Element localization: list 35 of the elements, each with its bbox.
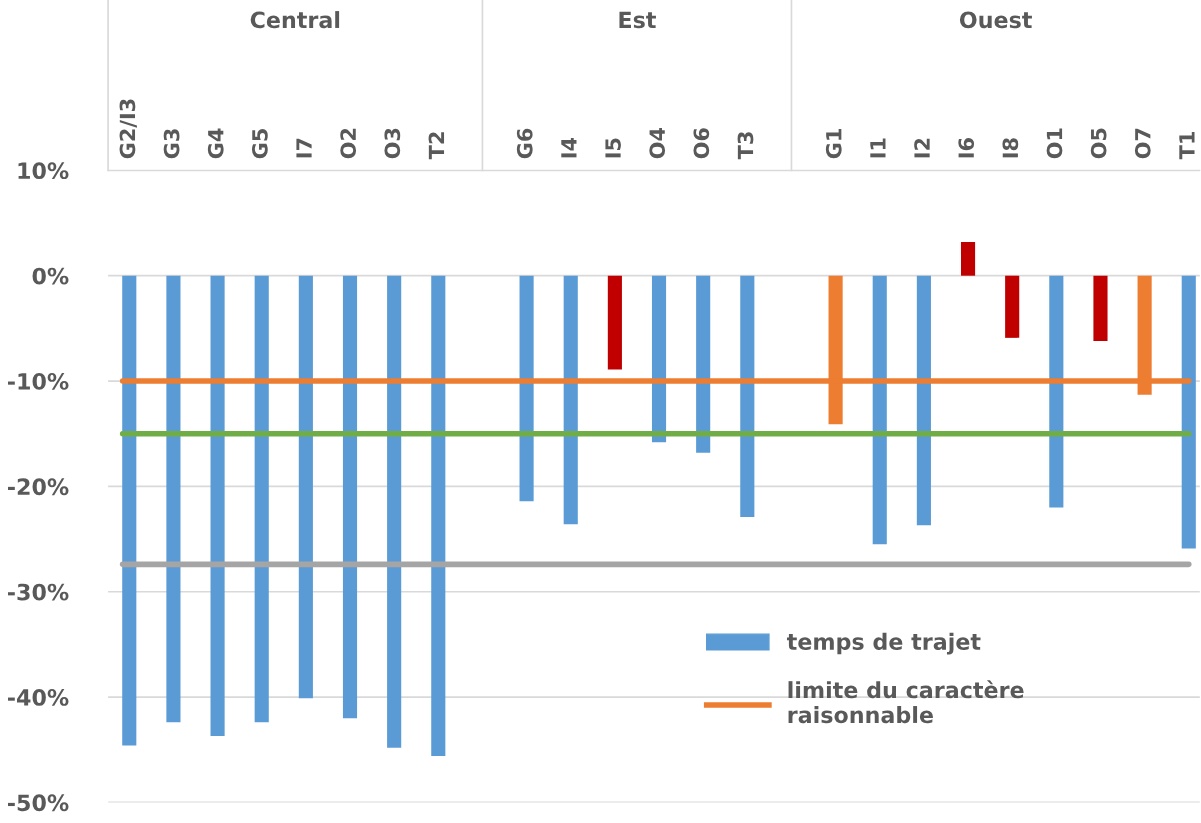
x-tick-label: O1 xyxy=(1046,128,1063,159)
x-tick-label: T3 xyxy=(737,132,754,160)
x-tick-label: I5 xyxy=(605,138,621,158)
y-tick-label: -30% xyxy=(7,583,69,601)
x-tick-label: I6 xyxy=(958,138,975,158)
y-tick-label: -10% xyxy=(7,373,69,390)
y-tick-label: -40% xyxy=(7,689,69,706)
x-tick-label: O4 xyxy=(649,128,666,159)
y-tick-label: 0% xyxy=(32,267,69,285)
text: Ouest xyxy=(959,11,1032,29)
x-tick-label: I7 xyxy=(296,138,312,158)
y-tick-label: -20% xyxy=(7,478,69,496)
x-tick-label: I8 xyxy=(1002,138,1019,158)
text: Central xyxy=(250,11,340,29)
y-tick-label: -50% xyxy=(7,794,69,812)
x-tick-label: I2 xyxy=(914,138,930,158)
x-tick-label: G6 xyxy=(516,128,533,159)
x-tick-label: T1 xyxy=(1179,131,1195,160)
x-tick-label: G1 xyxy=(825,129,842,159)
legend-label: limite du caractère raisonnable xyxy=(788,680,1024,724)
x-tick-label: O5 xyxy=(1090,128,1107,159)
x-tick-label: G3 xyxy=(163,129,180,159)
y-tick-label: 10% xyxy=(18,162,69,180)
text: Est xyxy=(619,11,656,29)
x-tick-label: O7 xyxy=(1134,128,1151,159)
x-tick-label: I1 xyxy=(870,138,886,158)
x-tick-label: O6 xyxy=(693,128,710,159)
legend-label: temps de trajet xyxy=(786,632,981,655)
x-tick-label: G2/I3 xyxy=(119,99,137,159)
x-tick-label: O2 xyxy=(340,128,357,159)
x-tick-label: G4 xyxy=(207,128,224,159)
x-tick-label: I4 xyxy=(561,137,577,158)
x-tick-label: T2 xyxy=(428,132,445,160)
x-tick-label: G5 xyxy=(252,129,268,159)
x-tick-label: O3 xyxy=(384,128,401,159)
